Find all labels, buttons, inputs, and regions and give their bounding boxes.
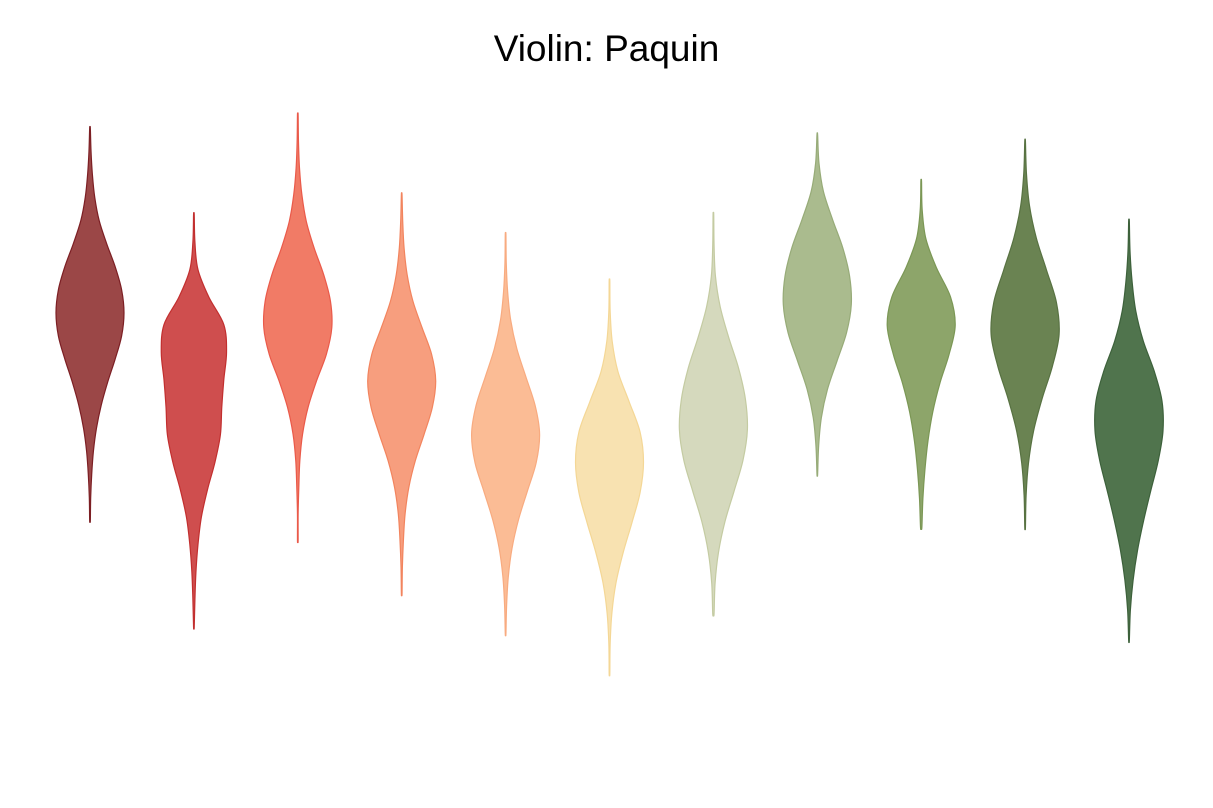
violin-7 [678,211,749,617]
violin-body-10 [990,138,1060,531]
violin-body-11 [1094,218,1164,644]
violin-body-2 [160,212,228,630]
violin-10 [990,138,1060,531]
violin-body-8 [782,132,853,477]
violin-body-3 [262,112,333,544]
violin-body-5 [470,231,541,637]
violin-2 [160,212,228,630]
violin-body-9 [886,178,956,530]
violin-4 [367,192,437,597]
violin-body-1 [55,125,125,523]
violin-body-7 [678,211,749,617]
violin-6 [574,278,645,677]
violin-body-4 [367,192,437,597]
violin-3 [262,112,333,544]
chart-title: Violin: Paquin [493,28,720,69]
violin-body-6 [574,278,645,677]
violin-5 [470,231,541,637]
violin-9 [886,178,956,530]
violin-1 [55,125,125,523]
violin-11 [1094,218,1164,644]
violin-8 [782,132,853,477]
